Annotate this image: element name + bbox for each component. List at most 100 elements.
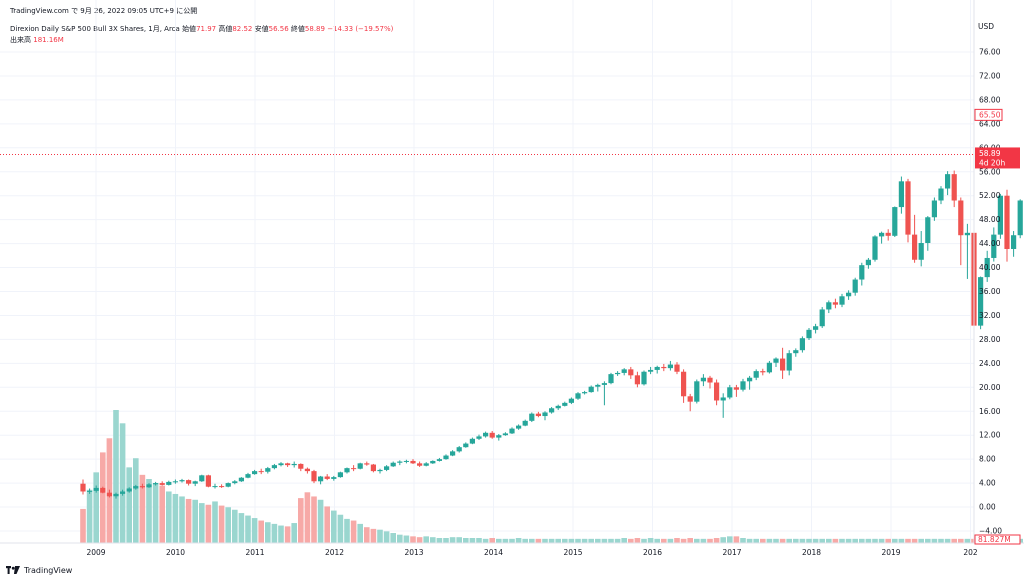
volume-bar xyxy=(938,538,944,543)
candle xyxy=(694,379,700,404)
candle xyxy=(615,371,621,376)
candle-body xyxy=(628,369,634,376)
candle xyxy=(106,489,112,498)
volume-bar xyxy=(146,478,152,543)
candle xyxy=(984,250,990,282)
candle xyxy=(555,404,561,411)
low-value: 56.56 xyxy=(268,25,289,33)
candle-body xyxy=(997,195,1003,235)
volume-bar xyxy=(284,526,291,543)
candle xyxy=(648,366,654,375)
time-axis[interactable]: 2009 2010 2011 2012 2013 2014 2015 2016 2017 2018… xyxy=(86,548,977,557)
candle-body xyxy=(865,259,871,266)
candle-body xyxy=(753,371,759,378)
candle xyxy=(931,197,937,221)
candle xyxy=(661,363,667,372)
candle-body xyxy=(608,374,614,384)
candle-body xyxy=(146,484,152,488)
volume-bar xyxy=(430,537,436,543)
candle xyxy=(265,466,271,474)
candle xyxy=(601,381,607,406)
candle xyxy=(304,467,310,474)
volume-bar xyxy=(621,538,627,543)
candle xyxy=(582,390,588,395)
candle xyxy=(773,357,779,367)
candle-body xyxy=(245,474,251,478)
volume-bar xyxy=(925,538,931,543)
volume-bar xyxy=(641,538,647,543)
candle-body xyxy=(984,257,990,278)
x-tick-label: 2012 xyxy=(325,548,344,557)
volume-bar xyxy=(608,538,614,543)
candle-body xyxy=(509,428,515,434)
snapshot-suffix: に公開 xyxy=(176,7,198,15)
candle-body xyxy=(727,387,733,398)
volume-bar xyxy=(192,499,198,543)
open-label: 始値 xyxy=(182,25,197,33)
candle xyxy=(450,450,456,457)
candle-body xyxy=(179,480,185,482)
volume-bar xyxy=(634,538,641,543)
candle xyxy=(252,469,258,475)
candle-body xyxy=(938,188,944,201)
candle xyxy=(496,434,502,441)
candle xyxy=(364,461,370,466)
candle xyxy=(311,469,317,484)
candle-body xyxy=(93,487,99,491)
volume-bar xyxy=(199,503,205,543)
candle xyxy=(126,487,132,493)
volume-bar xyxy=(542,538,548,543)
volume-bar xyxy=(489,538,495,543)
x-tick-label: 2009 xyxy=(86,548,105,557)
candle xyxy=(1017,199,1023,239)
candle xyxy=(852,277,858,296)
candle-body xyxy=(357,463,363,469)
volume-bar xyxy=(185,498,192,543)
candle-body xyxy=(740,381,746,390)
volume-bar xyxy=(377,529,383,543)
candle xyxy=(740,378,746,392)
candle-body xyxy=(760,371,766,373)
volume-bar xyxy=(179,496,185,543)
candle xyxy=(793,348,799,357)
candle-body xyxy=(456,447,462,452)
candle-body xyxy=(786,353,792,371)
candle-body xyxy=(879,232,885,237)
brand-link[interactable]: TradingView.com xyxy=(10,7,69,15)
y-tick-label: 24.00 xyxy=(979,359,1001,368)
volume-bar xyxy=(654,538,660,543)
candle xyxy=(681,369,687,403)
y-tick-label: 68.00 xyxy=(979,95,1001,104)
volume-bar xyxy=(700,538,707,543)
symbol-title[interactable]: Direxion Daily S&P 500 Bull 3X Shares, 1… xyxy=(10,25,180,33)
candle xyxy=(529,412,535,423)
volume-bar xyxy=(746,538,753,543)
volume-bar xyxy=(687,538,693,543)
volume-bar xyxy=(482,538,489,543)
volume-bar xyxy=(832,538,839,543)
volume-bar xyxy=(166,491,172,543)
volume-bar xyxy=(793,538,799,543)
volume-bar xyxy=(614,538,621,543)
volume-bar xyxy=(944,538,951,543)
candle xyxy=(674,362,680,375)
candle xyxy=(509,427,515,435)
candle xyxy=(747,375,753,390)
volume-bar xyxy=(119,423,126,543)
y-tick-label: 36.00 xyxy=(979,287,1001,296)
volume-bar xyxy=(337,514,344,543)
volume-bar xyxy=(100,452,106,543)
volume-bar xyxy=(232,509,238,543)
volume-bar xyxy=(331,510,337,543)
footer-brand[interactable]: TradingView xyxy=(6,566,72,575)
candle xyxy=(133,484,139,490)
candle xyxy=(1011,231,1017,257)
volume-bar xyxy=(416,537,423,543)
x-tick-label: 2019 xyxy=(881,548,900,557)
candle-body xyxy=(390,462,396,467)
candle xyxy=(621,368,627,376)
volume-bar xyxy=(496,538,502,543)
